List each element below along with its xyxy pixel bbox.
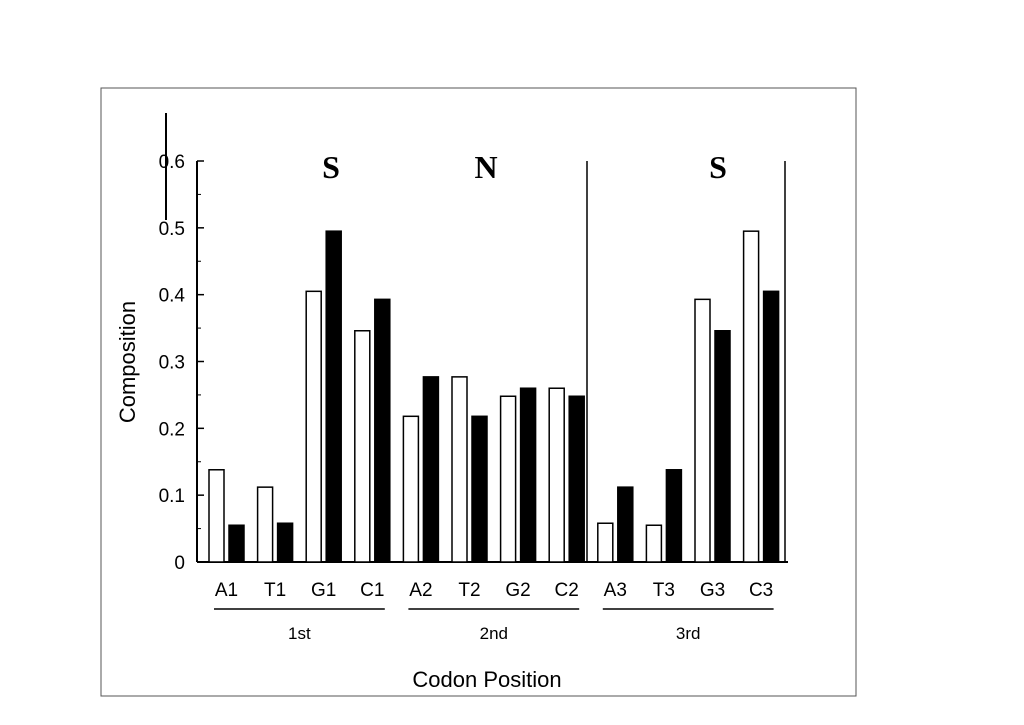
bar-filled [617,486,634,563]
category-label: T2 [458,580,480,601]
y-axis-title: Composition [115,301,140,423]
bar-open [208,469,225,563]
category-label: A1 [215,580,238,601]
bar-filled [422,376,440,563]
region-label-2: N [474,149,497,185]
category-label: G1 [311,580,336,601]
group-label: 3rd [676,624,701,643]
y-tick-label: 0.3 [159,353,185,374]
category-label: G3 [700,580,725,601]
y-tick-label: 0.5 [159,219,185,240]
y-ticks: 0 0.1 0.2 0.3 0.4 0.5 0.6 [159,152,204,574]
y-tick-label: 0.2 [159,419,185,440]
category-label: G2 [505,580,530,601]
category-label: A3 [604,580,627,601]
codon-groups: 1st 2nd 3rd [214,608,774,643]
bar-open [354,330,371,563]
bar-filled [374,298,391,563]
y-tick-label: 0.6 [159,152,185,173]
bar-filled [276,522,294,563]
bar-filled [714,330,731,563]
group-label: 1st [288,624,311,643]
bar-open [645,524,663,563]
y-tick-label: 0.4 [159,286,186,307]
bar-filled [325,230,342,563]
bar-open [694,298,711,563]
bar-open [451,376,468,563]
bar-open [597,522,614,563]
category-label: T1 [264,580,286,601]
category-label: T3 [653,580,675,601]
bar-open [742,230,760,563]
bar-filled [228,524,245,563]
category-labels: A1 T1 G1 C1 A2 T2 G2 C2 A3 T3 G3 C3 [215,580,773,601]
x-axis-title: Codon Position [412,667,561,692]
category-label: C1 [360,580,384,601]
bar-open [402,415,420,563]
bar-filled [665,469,683,563]
category-label: C3 [749,580,773,601]
bar-open [548,387,565,563]
bar-filled [762,290,780,563]
group-label: 2nd [480,624,508,643]
bar-filled [471,415,488,563]
bar-open [305,290,322,563]
bar-open [499,395,517,563]
region-label-3: S [709,149,727,185]
y-tick-label: 0.1 [159,486,185,507]
bars [208,230,780,563]
bar-open [256,486,274,563]
category-label: A2 [409,580,432,601]
y-tick-label: 0 [174,553,185,574]
bar-filled [519,387,537,563]
region-label-1: S [322,149,340,185]
category-label: C2 [555,580,579,601]
bar-filled [568,395,585,563]
